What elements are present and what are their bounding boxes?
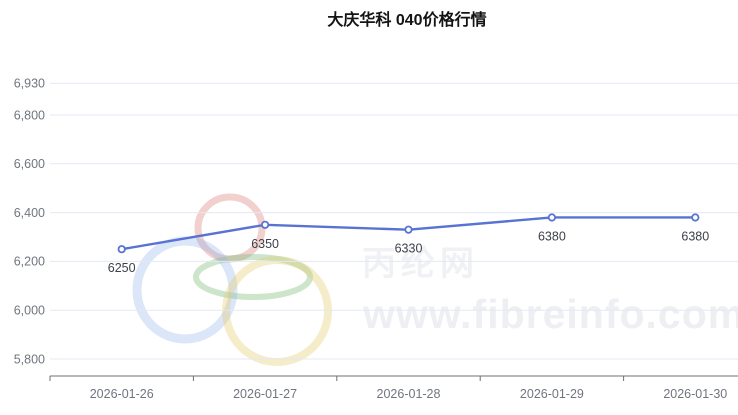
data-point-label: 6330 bbox=[395, 242, 423, 256]
logo-ring-green bbox=[193, 254, 313, 300]
y-axis-label: 6,800 bbox=[14, 108, 45, 122]
y-axis-label: 6,600 bbox=[14, 157, 45, 171]
x-axis-label: 2026-01-29 bbox=[520, 387, 584, 401]
x-axis-label: 2026-01-30 bbox=[663, 387, 727, 401]
data-point-marker[interactable] bbox=[260, 220, 270, 229]
y-axis-label: 6,200 bbox=[14, 255, 45, 269]
data-point-label: 6350 bbox=[251, 237, 279, 251]
y-axis-label: 6,930 bbox=[14, 77, 45, 91]
data-point-marker[interactable] bbox=[404, 225, 413, 234]
data-point-marker[interactable] bbox=[691, 213, 700, 222]
chart-title: 大庆华科 040价格行情 bbox=[327, 12, 487, 29]
y-axis-label: 6,000 bbox=[14, 304, 45, 318]
data-point-marker[interactable] bbox=[547, 213, 557, 222]
logo-ring-yellow bbox=[222, 256, 332, 366]
y-axis-label: 5,800 bbox=[14, 352, 45, 366]
data-point-label: 6250 bbox=[108, 261, 136, 275]
data-point-label: 6380 bbox=[538, 229, 566, 243]
logo-ring-blue bbox=[132, 236, 238, 344]
x-axis-label: 2026-01-28 bbox=[377, 387, 441, 401]
data-point-marker[interactable] bbox=[117, 245, 126, 254]
watermark-brand-name: 丙纶网 bbox=[362, 245, 479, 283]
watermark-site-url: www.fibreinfo.com bbox=[363, 291, 738, 337]
y-axis-label: 6,400 bbox=[14, 206, 45, 220]
x-axis-label: 2026-01-26 bbox=[90, 387, 154, 401]
logo-ring-red bbox=[194, 193, 266, 263]
data-point-label: 6380 bbox=[681, 229, 709, 243]
x-axis-label: 2026-01-27 bbox=[233, 387, 297, 401]
